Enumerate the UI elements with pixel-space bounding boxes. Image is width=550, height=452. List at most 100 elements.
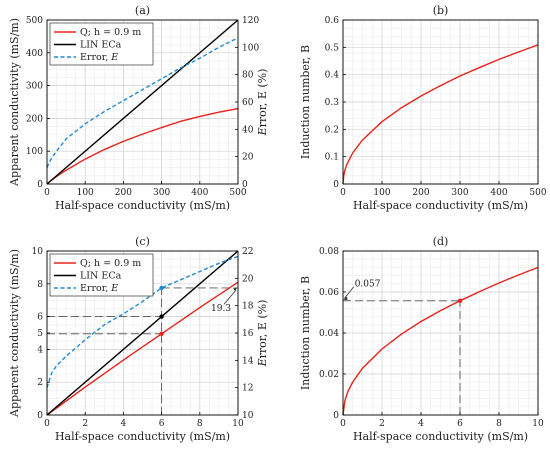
y2-tick-label: 20 [242, 153, 254, 163]
y2-axis-label-part: rror, E (%) [256, 69, 269, 128]
x-tick-label: 0 [340, 188, 346, 198]
x-tick-label: 400 [191, 188, 208, 198]
y-tick-label: 0.04 [319, 329, 339, 339]
y2-tick-label: 100 [242, 43, 259, 53]
y-axis-label: Apparent conductivity (mS/m) [8, 249, 21, 418]
y2-tick-label: 12 [242, 384, 253, 394]
legend-label-part: E [110, 283, 118, 294]
y2-axis-label: Error, E (%) [256, 69, 269, 137]
y-tick-label: 4 [37, 345, 43, 355]
x-tick-label: 100 [373, 188, 390, 198]
x-tick-label: 300 [451, 188, 468, 198]
legend-label-1: Q; h = 0.9 m [80, 27, 141, 38]
panel-3: 19.30 2 4 6 8 100245681010121416182022Half-sp… [8, 235, 269, 443]
x-tick-label: 6 [457, 419, 463, 429]
x-tick-label: 0 [44, 188, 50, 198]
panel-label: (a) [135, 4, 150, 17]
y-tick-label: 400 [26, 49, 43, 59]
y-tick-label: 0.2 [325, 125, 339, 135]
panel-1: 0 100 200 300 400 500010020030040050002040608… [8, 4, 269, 212]
y2-tick-label: 10 [242, 411, 254, 421]
x-tick-label: 8 [496, 419, 502, 429]
annotation-arrowhead [233, 287, 237, 291]
series-line-2 [46, 19, 239, 185]
x-tick-label: 10 [232, 419, 244, 429]
series-line-3 [46, 37, 239, 168]
series-line-1 [342, 44, 539, 185]
y2-tick-label: 0 [242, 180, 248, 190]
x-axis-label: Half-space conductivity (mS/m) [353, 199, 528, 212]
legend-label-2: LIN ECa [80, 40, 122, 51]
y-tick-label: 0.3 [325, 98, 340, 108]
y-tick-label: 0.6 [325, 16, 340, 26]
y2-tick-label: 40 [242, 125, 254, 135]
y2-axis-label-part: rror, E (%) [256, 300, 269, 359]
annotation-text: 0.057 [355, 279, 381, 289]
y-tick-label: 0.1 [325, 153, 339, 163]
y-tick-label: 6 [37, 313, 43, 323]
x-axis-label: Half-space conductivity (mS/m) [55, 199, 230, 212]
x-tick-label: 500 [529, 188, 546, 198]
y-tick-label: 2 [37, 378, 43, 388]
x-tick-label: 0 [44, 419, 50, 429]
legend-label-3: Error, E [80, 52, 118, 63]
panel-label: (c) [135, 235, 150, 248]
series-line-1 [46, 281, 239, 416]
x-tick-label: 500 [229, 188, 246, 198]
series-line-2 [46, 250, 239, 416]
y-tick-label: 0.02 [319, 370, 339, 380]
y2-axis-label: Error, E (%) [256, 300, 269, 368]
series-line-3 [46, 255, 239, 388]
y-tick-label: 0 [333, 180, 339, 190]
x-tick-label: 2 [82, 419, 88, 429]
x-tick-label: 0 [340, 419, 346, 429]
panel-4: 0.057 0 2 4 6 8 10 0 0.02 0.04 0.06 0.08 Half-space … [299, 235, 544, 443]
x-tick-label: 10 [532, 419, 544, 429]
annotation-arrowhead [343, 296, 348, 301]
y-axis-label: Induction number, B [299, 276, 312, 390]
y-tick-label: 0.06 [319, 288, 339, 298]
y2-tick-label: 80 [242, 71, 254, 81]
panel-label: (b) [433, 4, 449, 17]
y2-tick-label: 18 [242, 302, 254, 312]
y-tick-label: 5 [37, 329, 43, 339]
y-tick-label: 300 [26, 82, 43, 92]
annotation-text: 19.3 [211, 304, 231, 314]
x-tick-label: 200 [115, 188, 132, 198]
marker-lin [159, 314, 164, 319]
y-tick-label: 100 [26, 147, 43, 157]
y-axis-label: Apparent conductivity (mS/m) [8, 18, 21, 187]
x-axis-label: Half-space conductivity (mS/m) [353, 430, 528, 443]
x-tick-label: 200 [412, 188, 429, 198]
marker-error [159, 285, 164, 291]
y-tick-label: 200 [26, 114, 43, 124]
marker-b [457, 298, 463, 304]
y-tick-label: 0 [37, 180, 43, 190]
legend-label-part: Error, [80, 52, 111, 63]
legend-label-1: Q; h = 0.9 m [80, 258, 141, 269]
x-tick-label: 4 [418, 419, 424, 429]
legend-label-part: E [110, 52, 118, 63]
legend-label-part: Error, [80, 283, 111, 294]
panel-2: 0 100 200 300 400 500 0 0.1 0.2 0.3 0.4 0.5 0.6 Half-… [299, 4, 547, 212]
x-tick-label: 4 [121, 419, 127, 429]
x-tick-label: 300 [153, 188, 170, 198]
series-line-1 [342, 266, 539, 416]
y-tick-label: 0.08 [319, 247, 339, 257]
y-tick-label: 10 [32, 247, 44, 257]
y-axis-label: Induction number, B [299, 45, 312, 159]
y2-tick-label: 20 [242, 274, 254, 284]
y-tick-label: 0 [37, 411, 43, 421]
legend-label-3: Error, E [80, 283, 118, 294]
y-tick-label: 0.5 [325, 43, 340, 53]
x-tick-label: 8 [197, 419, 203, 429]
y2-axis-label-part: E [256, 358, 269, 367]
panel-label: (d) [433, 235, 449, 248]
x-tick-label: 400 [490, 188, 507, 198]
y2-tick-label: 22 [242, 247, 253, 257]
y-tick-label: 0.4 [325, 71, 340, 81]
x-tick-label: 100 [77, 188, 94, 198]
